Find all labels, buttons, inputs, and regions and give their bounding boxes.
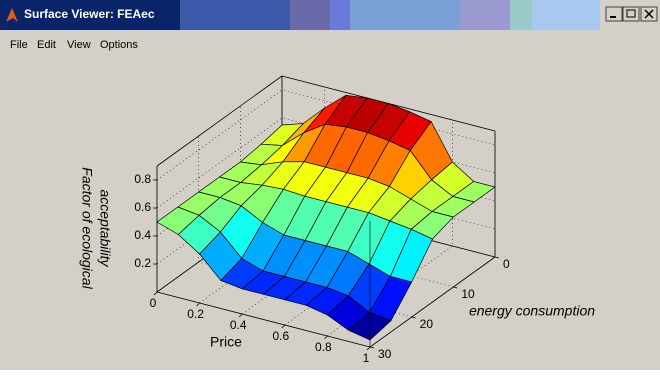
x-tick-label: 0.6 <box>272 329 289 343</box>
x-tick-label: 0.4 <box>230 318 247 332</box>
y-tick <box>369 346 375 349</box>
x-axis <box>156 291 371 348</box>
z-tick-label: 0.2 <box>134 256 151 270</box>
x-axis-label: Price <box>210 334 242 350</box>
close-icon <box>644 9 654 19</box>
y-tick-label: 30 <box>378 347 392 361</box>
minimize-button[interactable] <box>605 6 623 22</box>
z-axis-label: acceptability <box>97 189 113 267</box>
z-tick-label: 0.6 <box>134 200 151 214</box>
x-tick-label: 0.8 <box>315 340 332 354</box>
y-tick-label: 20 <box>420 317 434 331</box>
menu-item[interactable]: Options <box>100 39 138 51</box>
maximize-icon <box>626 9 636 18</box>
title-bar-band <box>460 0 510 30</box>
x-tick <box>324 335 328 340</box>
z-axis-label: Factor of ecological <box>79 167 95 289</box>
title-bar-band <box>180 0 290 30</box>
title-bar-band <box>350 0 460 30</box>
y-tick-label: 0 <box>503 257 510 271</box>
title-bar-band <box>532 0 600 30</box>
x-tick <box>281 324 286 329</box>
x-tick <box>196 302 200 307</box>
x-tick-label: 0 <box>150 296 157 310</box>
y-tick <box>411 316 416 319</box>
x-tick <box>366 346 371 351</box>
y-tick <box>494 256 500 259</box>
surface-plot: 00.20.40.60.8101020300.20.40.60.8Priceen… <box>79 75 595 365</box>
app-icon <box>6 8 18 22</box>
z-tick-label: 0.8 <box>134 172 151 186</box>
title-bar-band <box>510 0 532 30</box>
y-axis <box>369 256 496 348</box>
y-tick-label: 10 <box>461 287 475 301</box>
maximize-button[interactable] <box>622 6 640 22</box>
menu-item[interactable]: Edit <box>37 39 56 51</box>
title-bar-band <box>330 0 350 30</box>
x-tick <box>153 291 158 296</box>
box-edge <box>156 75 283 167</box>
title-bar-band <box>290 0 330 30</box>
window-title: Surface Viewer: FEAec <box>24 7 155 21</box>
z-tick-label: 0.4 <box>134 228 151 242</box>
x-tick-label: 1 <box>363 351 370 365</box>
y-tick <box>453 286 458 289</box>
menu-item[interactable]: File <box>10 39 28 51</box>
menu-item[interactable]: View <box>67 39 91 51</box>
window-buttons <box>605 6 658 22</box>
y-axis-label: energy consumption <box>469 303 595 319</box>
x-tick-label: 0.2 <box>187 307 204 321</box>
x-tick <box>238 313 243 318</box>
